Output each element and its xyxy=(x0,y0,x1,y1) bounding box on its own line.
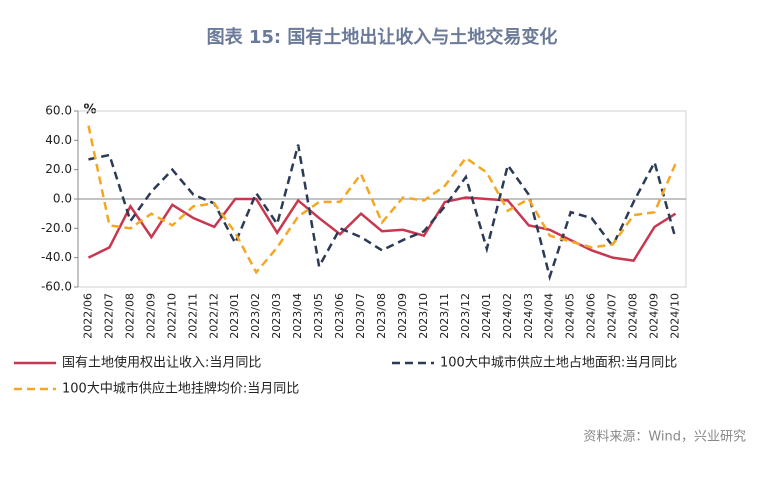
x-tick-label: 2024/10 xyxy=(669,293,682,339)
legend-label: 国有土地使用权出让收入:当月同比 xyxy=(62,355,261,371)
x-tick-label: 2023/07 xyxy=(354,293,367,339)
x-tick-label: 2022/06 xyxy=(81,293,94,339)
x-tick-label: 2024/08 xyxy=(627,293,640,339)
y-tick-label: 60.0 xyxy=(45,104,72,118)
legend-label: 100大中城市供应土地挂牌均价:当月同比 xyxy=(62,381,299,397)
x-tick-label: 2024/01 xyxy=(480,293,493,339)
x-tick-label: 2024/02 xyxy=(501,293,514,339)
x-tick-label: 2023/11 xyxy=(438,293,451,339)
x-tick-label: 2023/03 xyxy=(270,293,283,339)
y-tick-label: 40.0 xyxy=(45,133,72,147)
x-tick-label: 2022/07 xyxy=(102,293,115,339)
unit-label: % xyxy=(83,103,96,118)
x-tick-label: 2023/08 xyxy=(375,293,388,339)
series-line xyxy=(87,125,677,275)
y-tick-label: -60.0 xyxy=(41,280,72,294)
x-tick-label: 2024/06 xyxy=(585,293,598,339)
y-tick-label: -20.0 xyxy=(41,221,72,235)
x-tick-label: 2024/09 xyxy=(648,293,661,339)
x-tick-label: 2024/04 xyxy=(543,293,556,339)
x-tick-label: 2023/12 xyxy=(459,293,472,339)
x-tick-label: 2023/05 xyxy=(312,293,325,339)
x-tick-label: 2022/10 xyxy=(165,293,178,339)
x-tick-label: 2022/12 xyxy=(207,293,220,339)
x-tick-label: 2024/07 xyxy=(606,293,619,339)
x-tick-label: 2023/09 xyxy=(396,293,409,339)
y-tick-label: 20.0 xyxy=(45,162,72,176)
x-tick-label: 2024/03 xyxy=(522,293,535,339)
x-tick-label: 2023/06 xyxy=(333,293,346,339)
x-tick-label: 2023/04 xyxy=(291,293,304,339)
x-tick-label: 2022/11 xyxy=(186,293,199,339)
chart-title: 图表 15: 国有土地出让收入与土地交易变化 xyxy=(207,26,558,48)
series-line xyxy=(87,196,677,262)
x-tick-label: 2024/05 xyxy=(564,293,577,339)
x-tick-label: 2023/02 xyxy=(249,293,262,339)
y-tick-label: 0.0 xyxy=(53,192,72,206)
x-tick-label: 2022/09 xyxy=(144,293,157,339)
x-tick-label: 2023/10 xyxy=(417,293,430,339)
x-tick-label: 2023/01 xyxy=(228,293,241,339)
source: 资料来源：Wind，兴业研究 xyxy=(583,430,746,445)
legend-label: 100大中城市供应土地占地面积:当月同比 xyxy=(440,355,677,371)
series-line xyxy=(88,144,677,282)
x-tick-label: 2022/08 xyxy=(123,293,136,339)
y-tick-label: -40.0 xyxy=(41,250,72,264)
